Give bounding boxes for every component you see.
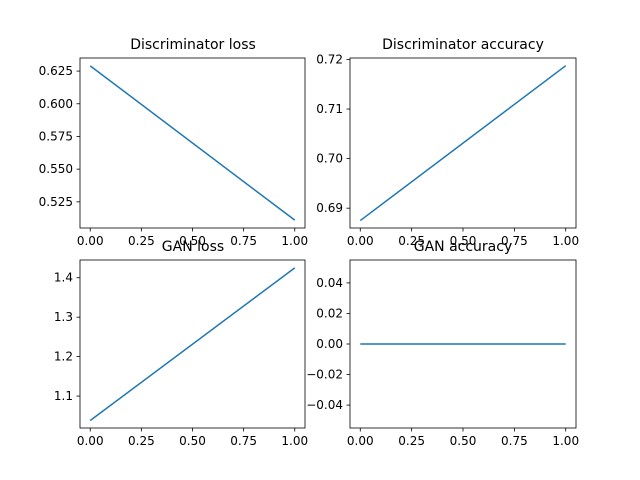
series-line	[89, 65, 296, 221]
x-tick-label: 1.00	[281, 434, 308, 448]
y-tick-label: 0.69	[316, 201, 343, 215]
series-line	[89, 267, 296, 422]
x-tick-label: 0.25	[398, 434, 425, 448]
y-tick-label: 0.625	[39, 64, 73, 78]
y-tick-label: 0.70	[316, 152, 343, 166]
x-tick-label: 0.00	[347, 234, 374, 248]
x-tick-label: 0.75	[230, 434, 257, 448]
subplot-discriminator-accuracy: 0.00 0.25 0.50 0.75 1.00 0.69 0.70 0.71 0.72	[316, 52, 579, 248]
y-tick-label: −0.04	[306, 398, 343, 412]
x-tick-label: 0.25	[128, 434, 155, 448]
y-tick-label: 1.2	[54, 350, 73, 364]
y-tick-label: 0.00	[316, 337, 343, 351]
x-tick-label: 0.75	[501, 234, 528, 248]
x-tick-label: 1.00	[281, 234, 308, 248]
x-tick-label: 0.75	[230, 234, 257, 248]
subplot-gan-loss: 0.00 0.25 0.50 0.75 1.00 1.1 1.2 1.3 1.4	[54, 259, 308, 448]
x-tick-label: 1.00	[552, 234, 579, 248]
y-tick-label: 0.525	[39, 195, 73, 209]
y-tick-label: 0.71	[316, 102, 343, 116]
x-tick-label: 0.75	[501, 434, 528, 448]
x-tick-label: 0.25	[398, 234, 425, 248]
y-tick-label: 0.575	[39, 129, 73, 143]
y-tick-label: 0.72	[316, 52, 343, 66]
subplot-title: GAN loss	[162, 239, 224, 255]
x-tick-label: 0.50	[450, 234, 477, 248]
subplot-discriminator-loss: 0.00 0.25 0.50 0.75 1.00 0.525 0.550 0.575 0.600…	[39, 57, 308, 248]
x-tick-label: 0.50	[179, 234, 206, 248]
x-tick-label: 0.00	[347, 434, 374, 448]
y-tick-label: 1.1	[54, 389, 73, 403]
y-tick-label: −0.02	[306, 368, 343, 382]
subplot-title: Discriminator accuracy	[382, 37, 544, 53]
subplot-gan-accuracy: 0.00 0.25 0.50 0.75 1.00 −0.04 −0.02 0.00 0.02 0.…	[306, 259, 579, 448]
x-tick-label: 1.00	[552, 434, 579, 448]
subplot-title: Discriminator loss	[130, 37, 256, 53]
y-tick-label: 1.4	[54, 271, 73, 285]
series-line	[359, 65, 567, 222]
x-tick-label: 0.25	[128, 234, 155, 248]
y-tick-label: 0.04	[316, 276, 343, 290]
x-tick-label: 0.00	[77, 434, 104, 448]
y-tick-label: 1.3	[54, 310, 73, 324]
x-tick-label: 0.00	[77, 234, 104, 248]
y-tick-label: 0.550	[39, 162, 73, 176]
x-tick-label: 0.50	[179, 434, 206, 448]
x-tick-label: 0.50	[450, 434, 477, 448]
subplot-title: GAN accuracy	[414, 239, 513, 255]
y-tick-label: 0.02	[316, 306, 343, 320]
y-tick-label: 0.600	[39, 97, 73, 111]
